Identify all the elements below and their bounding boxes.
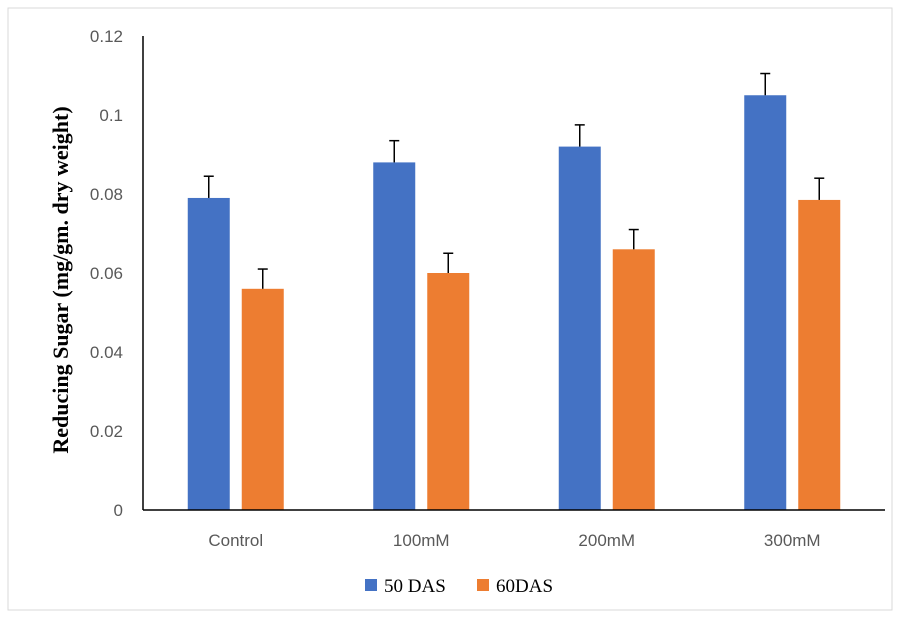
bar-50-das-200mm: [558, 146, 601, 510]
y-tick-label: 0.1: [99, 106, 123, 125]
x-tick-label: Control: [208, 531, 263, 550]
bar-50-das-300mm: [744, 95, 787, 510]
bar-50-das-control: [187, 197, 230, 510]
bar-50-das-100mm: [373, 162, 416, 510]
y-tick-label: 0.04: [90, 343, 123, 362]
legend-label: 50 DAS: [384, 576, 446, 597]
bar-60das-200mm: [612, 249, 655, 511]
y-tick-label: 0.08: [90, 185, 123, 204]
error-bars: [203, 72, 825, 289]
x-tick-label: 200mM: [578, 531, 635, 550]
legend-swatch: [477, 579, 489, 591]
y-tick-label: 0: [114, 501, 123, 520]
y-tick-label: 0.02: [90, 422, 123, 441]
y-tick-label: 0.12: [90, 27, 123, 46]
legend-swatch: [365, 579, 377, 591]
y-axis-label: Reducing Sugar (mg/gm. dry weight): [48, 106, 73, 453]
y-tick-labels: 0 0.02 0.04 0.06 0.08 0.1 0.12: [90, 27, 123, 520]
bar-60das-100mm: [427, 273, 470, 510]
bars: [187, 95, 841, 511]
y-tick-label: 0.06: [90, 264, 123, 283]
legend: 50 DAS 60DAS: [365, 576, 553, 597]
x-tick-labels: Control 100mM 200mM 300mM: [208, 531, 820, 550]
x-tick-label: 300mM: [764, 531, 821, 550]
x-tick-label: 100mM: [393, 531, 450, 550]
bar-60das-control: [241, 288, 284, 510]
bar-60das-300mm: [798, 199, 841, 511]
legend-label: 60DAS: [496, 576, 553, 597]
